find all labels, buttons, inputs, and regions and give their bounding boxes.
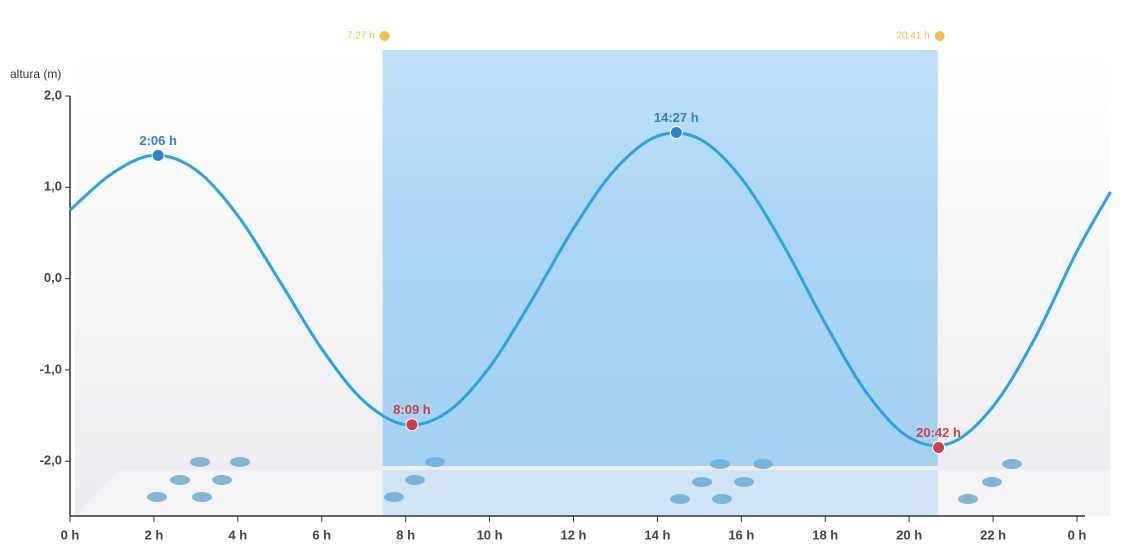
daylight-highlight [382, 50, 938, 466]
y-tick-label: 0,0 [44, 270, 62, 285]
y-axis-label: altura (m) [10, 67, 61, 81]
x-tick-label: 6 h [312, 527, 331, 542]
daylight-floor [382, 470, 938, 516]
extreme-point [405, 418, 419, 432]
sun-time-label: 20:41 h [896, 31, 929, 42]
x-tick-label: 2 h [145, 527, 164, 542]
y-tick-label: -2,0 [40, 453, 62, 468]
x-tick-label: 12 h [560, 527, 586, 542]
x-tick-label: 10 h [477, 527, 503, 542]
extreme-point [151, 148, 165, 162]
y-tick-label: -1,0 [40, 361, 62, 376]
x-tick-label: 22 h [980, 527, 1006, 542]
sun-icon [379, 31, 390, 41]
extreme-label: 8:09 h [393, 402, 431, 417]
x-tick-label: 18 h [812, 527, 838, 542]
sun-icon [934, 31, 945, 41]
extreme-label: 14:27 h [654, 110, 699, 125]
x-tick-label: 16 h [728, 527, 754, 542]
plot-layer: 7:27 h 20:41 h 2,0 1,0 0,0 -1,0 -2,0 0 h 2 h 4 h 6… [40, 31, 1112, 542]
extreme-point [669, 126, 683, 140]
x-tick-label: 0 h [1068, 527, 1087, 542]
fish-icons [147, 457, 1022, 504]
floor [75, 470, 1110, 516]
sun-time-label: 7:27 h [347, 31, 375, 42]
y-tick-label: 1,0 [44, 179, 62, 194]
x-tick-label: 8 h [396, 527, 415, 542]
x-tick-label: 14 h [644, 527, 670, 542]
x-tick-label: 20 h [896, 527, 922, 542]
extreme-label: 2:06 h [139, 133, 177, 148]
extreme-label: 20:42 h [916, 425, 961, 440]
x-tick-label: 4 h [228, 527, 247, 542]
extreme-point [932, 441, 946, 455]
tide-line [69, 131, 1112, 448]
x-tick-label: 0 h [61, 527, 80, 542]
y-tick-label: 2,0 [44, 87, 62, 102]
